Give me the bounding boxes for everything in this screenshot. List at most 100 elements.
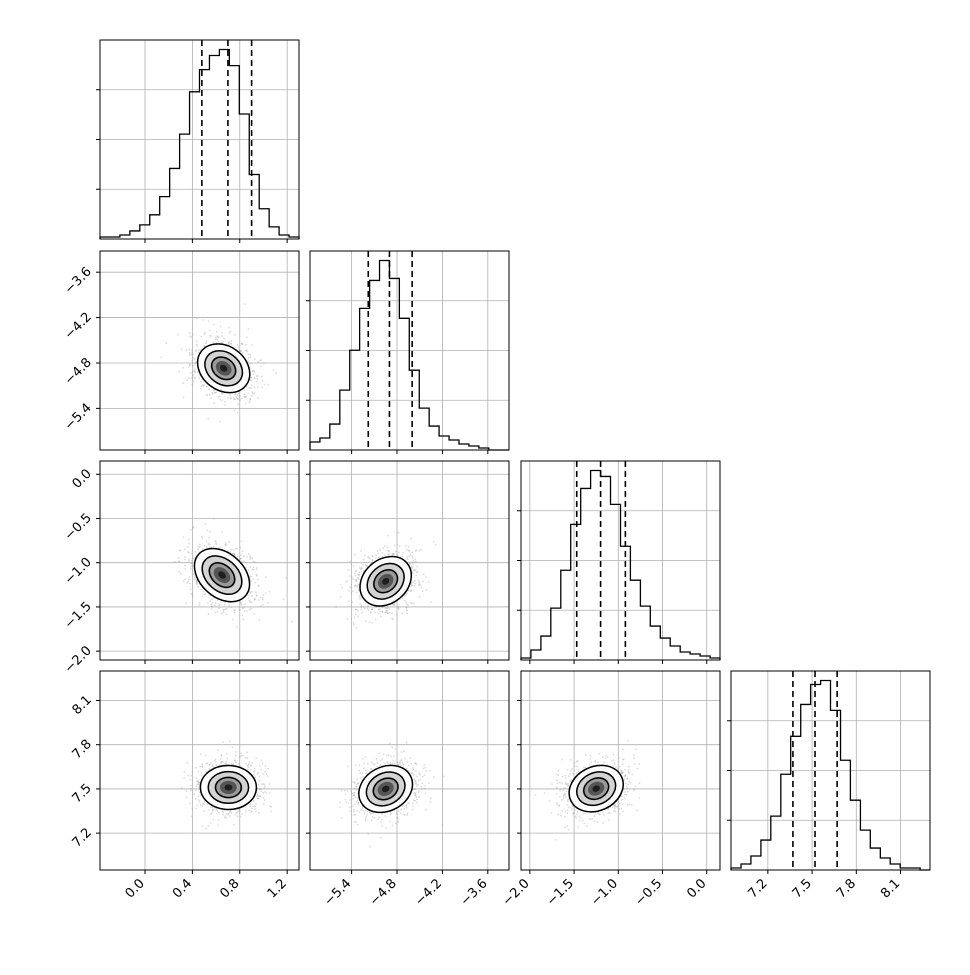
- scatter-point: [228, 343, 230, 345]
- scatter-point: [380, 837, 382, 839]
- scatter-point: [257, 795, 259, 797]
- scatter-point: [241, 604, 243, 606]
- scatter-point: [201, 775, 203, 777]
- scatter-point: [364, 812, 366, 814]
- scatter-point: [235, 761, 237, 763]
- scatter-point: [191, 384, 193, 386]
- scatter-point: [247, 393, 249, 395]
- scatter-point: [355, 765, 357, 767]
- scatter-point: [407, 558, 409, 560]
- scatter-point: [364, 564, 366, 566]
- scatter-point: [356, 569, 358, 571]
- scatter-point: [429, 770, 431, 772]
- scatter-point: [250, 769, 252, 771]
- scatter-point: [194, 577, 196, 579]
- scatter-point: [254, 768, 256, 770]
- scatter-point: [230, 549, 232, 551]
- scatter-point: [207, 602, 209, 604]
- scatter-point: [194, 363, 196, 365]
- scatter-point: [419, 596, 421, 598]
- scatter-point: [256, 381, 258, 383]
- scatter-point: [406, 742, 408, 744]
- scatter-point: [370, 612, 372, 614]
- scatter-point: [346, 801, 348, 803]
- scatter-point: [252, 578, 254, 580]
- scatter-point: [369, 846, 371, 848]
- scatter-point: [231, 812, 233, 814]
- scatter-point: [617, 768, 619, 770]
- scatter-point: [243, 393, 245, 395]
- scatter-point: [351, 576, 353, 578]
- scatter-point: [424, 787, 426, 789]
- scatter-point: [221, 531, 223, 533]
- scatter-point: [196, 784, 198, 786]
- scatter-point: [195, 767, 197, 769]
- scatter-point: [209, 531, 211, 533]
- scatter-point: [194, 579, 196, 581]
- scatter-point: [622, 749, 624, 751]
- scatter-point: [228, 541, 230, 543]
- scatter-point: [248, 809, 250, 811]
- scatter-point: [236, 548, 238, 550]
- scatter-point: [377, 818, 379, 820]
- scatter-point: [549, 800, 551, 802]
- scatter-point: [423, 764, 425, 766]
- scatter-point: [341, 587, 343, 589]
- scatter-point: [193, 573, 195, 575]
- scatter-point: [401, 612, 403, 614]
- scatter-point: [201, 766, 203, 768]
- scatter-point: [245, 757, 247, 759]
- scatter-point: [222, 814, 224, 816]
- scatter-point: [215, 338, 217, 340]
- scatter-point: [240, 816, 242, 818]
- x-tick-label: 0.8: [217, 876, 242, 901]
- scatter-point: [199, 543, 201, 545]
- scatter-point: [224, 763, 226, 765]
- scatter-point: [376, 758, 378, 760]
- scatter-point: [183, 771, 185, 773]
- scatter-point: [411, 562, 413, 564]
- scatter-point: [426, 589, 428, 591]
- scatter-point: [205, 763, 207, 765]
- scatter-point: [411, 772, 413, 774]
- scatter-point: [408, 546, 410, 548]
- scatter-point: [197, 548, 199, 550]
- scatter-point: [352, 798, 354, 800]
- scatter-point: [264, 799, 266, 801]
- scatter-point: [382, 825, 384, 827]
- scatter-point: [262, 597, 264, 599]
- scatter-point: [257, 386, 259, 388]
- scatter-point: [425, 809, 427, 811]
- scatter-point: [597, 821, 599, 823]
- scatter-point: [246, 336, 248, 338]
- scatter-point: [361, 605, 363, 607]
- scatter-point: [624, 791, 626, 793]
- scatter-point: [198, 799, 200, 801]
- scatter-point: [178, 561, 180, 563]
- scatter-point: [195, 551, 197, 553]
- scatter-point: [416, 775, 418, 777]
- scatter-point: [400, 759, 402, 761]
- scatter-point: [365, 819, 367, 821]
- scatter-point: [626, 804, 628, 806]
- x-tick-label: 1.2: [265, 876, 290, 901]
- scatter-point: [178, 371, 180, 373]
- scatter-point: [237, 815, 239, 817]
- scatter-point: [381, 552, 383, 554]
- scatter-point: [248, 401, 250, 403]
- scatter-point: [415, 770, 417, 772]
- scatter-point: [389, 742, 391, 744]
- scatter-point: [393, 604, 395, 606]
- scatter-point: [402, 597, 404, 599]
- scatter-point: [590, 755, 592, 757]
- scatter-point: [213, 546, 215, 548]
- scatter-point: [204, 810, 206, 812]
- scatter-point: [239, 558, 241, 560]
- scatter-point: [358, 574, 360, 576]
- scatter-point: [210, 603, 212, 605]
- scatter-point: [250, 362, 252, 364]
- scatter-point: [219, 421, 221, 423]
- x-tick-label: 7.5: [790, 876, 815, 901]
- scatter-point: [215, 540, 217, 542]
